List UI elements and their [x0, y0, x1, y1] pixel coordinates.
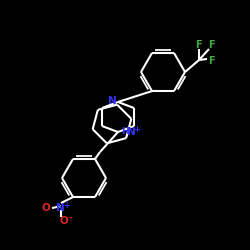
Text: -: -: [68, 214, 72, 222]
Text: H: H: [121, 128, 128, 136]
Text: N: N: [108, 96, 116, 106]
Text: N: N: [127, 127, 136, 137]
Text: N: N: [56, 203, 64, 213]
Text: +: +: [133, 124, 140, 134]
Text: O: O: [42, 203, 50, 213]
Text: O: O: [60, 216, 68, 226]
Text: F: F: [195, 40, 201, 50]
Text: F: F: [208, 56, 214, 66]
Text: F: F: [208, 40, 214, 50]
Text: +: +: [63, 200, 69, 209]
